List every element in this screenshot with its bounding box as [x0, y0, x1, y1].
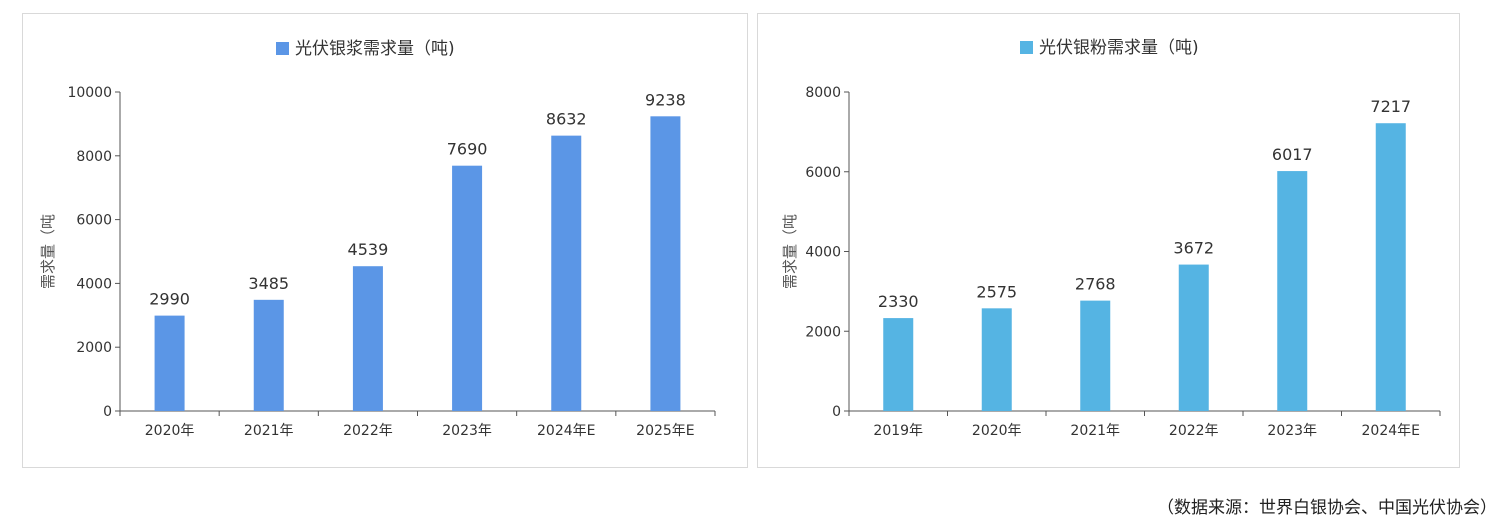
data-label: 7217 — [1370, 97, 1411, 116]
data-label: 2990 — [149, 290, 190, 309]
x-tick-label: 2020年 — [145, 423, 195, 439]
bar — [352, 266, 383, 411]
data-label: 2330 — [878, 292, 919, 311]
data-label: 7690 — [447, 140, 488, 159]
x-tick-label: 2021年 — [244, 423, 294, 439]
bar — [650, 116, 681, 411]
chart-panel-silver-powder: 光伏银粉需求量（吨) 需求量（吨 0 2000 4000 6000 8000 2019年 202… — [757, 13, 1460, 468]
x-tick-label: 2022年 — [1169, 423, 1219, 439]
y-axis-title: 需求量（吨 — [781, 214, 799, 289]
y-tick-label: 4000 — [805, 245, 841, 261]
data-label: 9238 — [645, 90, 686, 109]
legend-swatch — [1020, 41, 1033, 54]
chart-panel-silver-paste: 光伏银浆需求量（吨) 需求量（吨 0 2000 4000 6000 8000 10000 202… — [22, 13, 748, 468]
chart-silver-powder-demand: 光伏银粉需求量（吨) 需求量（吨 0 2000 4000 6000 8000 2019年 202… — [781, 38, 1441, 439]
y-tick-label: 2000 — [76, 340, 112, 356]
x-tick-label: 2024年E — [537, 423, 595, 439]
x-tick-label: 2019年 — [873, 423, 923, 439]
data-label: 3672 — [1173, 239, 1214, 258]
y-tick-label: 8000 — [805, 85, 841, 101]
x-tick-label: 2022年 — [343, 423, 393, 439]
data-label: 8632 — [546, 110, 587, 129]
bar — [1375, 123, 1406, 412]
y-tick-label: 2000 — [805, 324, 841, 340]
bar — [551, 135, 582, 411]
legend-label: 光伏银粉需求量（吨) — [1039, 38, 1199, 58]
y-tick-label: 6000 — [76, 213, 112, 229]
bar — [452, 165, 483, 411]
x-tick-label: 2023年 — [442, 423, 492, 439]
bar — [253, 299, 284, 411]
bar — [154, 315, 185, 411]
y-tick-label: 0 — [832, 404, 841, 420]
y-tick-label: 10000 — [67, 85, 112, 101]
y-tick-label: 6000 — [805, 165, 841, 181]
x-tick-label: 2024年E — [1362, 423, 1420, 439]
y-tick-label: 8000 — [76, 149, 112, 165]
y-tick-label: 0 — [103, 404, 112, 420]
legend-label: 光伏银浆需求量（吨) — [295, 39, 455, 59]
data-label: 6017 — [1272, 145, 1313, 164]
bar — [1178, 264, 1209, 411]
legend-swatch — [276, 42, 289, 55]
bar — [883, 318, 914, 411]
chart-silver-paste-demand: 光伏银浆需求量（吨) 需求量（吨 0 2000 4000 6000 8000 10000 202… — [39, 39, 716, 439]
bar — [1080, 300, 1111, 411]
data-label: 2768 — [1075, 275, 1116, 294]
y-tick-label: 4000 — [76, 276, 112, 292]
data-label: 2575 — [976, 282, 1017, 301]
x-tick-label: 2023年 — [1267, 423, 1317, 439]
source-note: （数据来源：世界白银协会、中国光伏协会） — [1157, 498, 1497, 518]
bar — [981, 308, 1012, 411]
y-axis-title: 需求量（吨 — [39, 214, 57, 289]
x-tick-label: 2025年E — [636, 423, 694, 439]
data-label: 4539 — [348, 240, 389, 259]
bar — [1277, 171, 1308, 411]
x-tick-label: 2021年 — [1070, 423, 1120, 439]
x-tick-label: 2020年 — [972, 423, 1022, 439]
data-label: 3485 — [248, 274, 289, 293]
